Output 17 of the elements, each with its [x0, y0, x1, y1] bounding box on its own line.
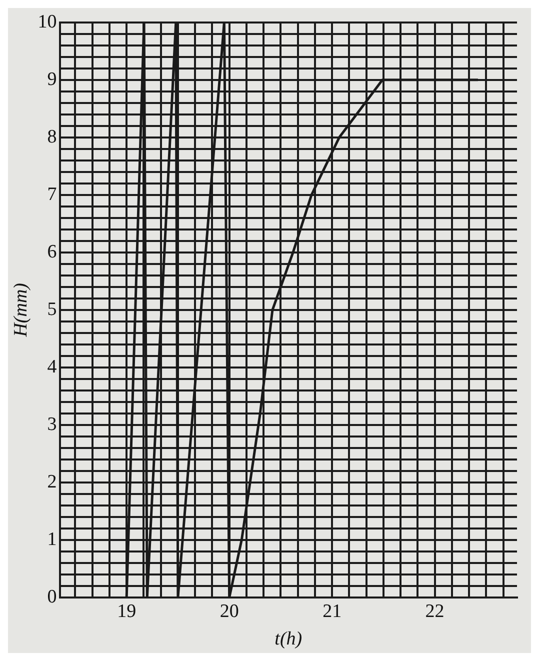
x-tick-label: 20 [220, 600, 239, 622]
x-tick-label: 19 [117, 600, 136, 622]
y-tick-label: 2 [47, 471, 57, 492]
y-axis-title: H(mm) [10, 282, 32, 338]
y-tick-label: 3 [47, 414, 57, 435]
x-tick-label: 21 [322, 600, 342, 622]
y-tick-label: 7 [47, 184, 57, 205]
y-tick-label: 5 [47, 298, 57, 320]
x-axis-title: t(h) [274, 628, 302, 650]
y-tick-label: 1 [47, 528, 57, 550]
y-tick-label: 0 [47, 586, 57, 608]
x-tick-label: 22 [425, 600, 444, 622]
y-tick-label: 8 [47, 126, 57, 148]
y-tick-label: 6 [47, 241, 57, 262]
y-tick-label: 4 [47, 356, 58, 378]
y-tick-label: 9 [47, 68, 57, 90]
y-tick-label: 10 [38, 11, 57, 32]
